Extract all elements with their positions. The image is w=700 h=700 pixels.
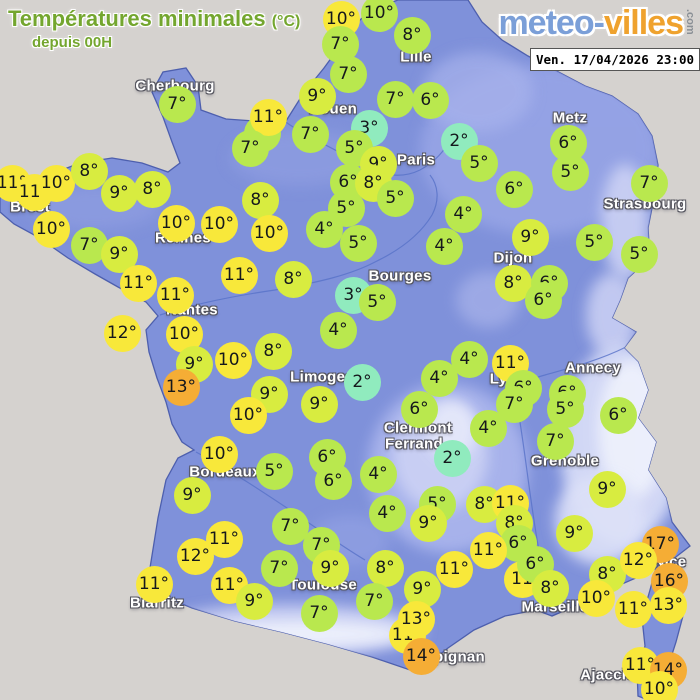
logo-suffix-com: .com	[684, 9, 696, 35]
logo-part-meteo: meteo-	[498, 4, 604, 42]
meteo-villes-logo[interactable]: meteo-villes .com	[498, 4, 696, 43]
datetime-stamp: Ven. 17/04/2026 23:00	[529, 48, 700, 71]
title-subtitle: depuis 00H	[32, 34, 113, 51]
corsica-shape	[636, 553, 685, 700]
page-title-block: Températures minimales (°C) depuis 00H	[8, 6, 300, 51]
page-title: Températures minimales	[8, 6, 266, 31]
terrain-relief	[30, 52, 684, 656]
logo-part-villes: villes	[603, 4, 684, 42]
title-unit: (°C)	[271, 13, 301, 30]
